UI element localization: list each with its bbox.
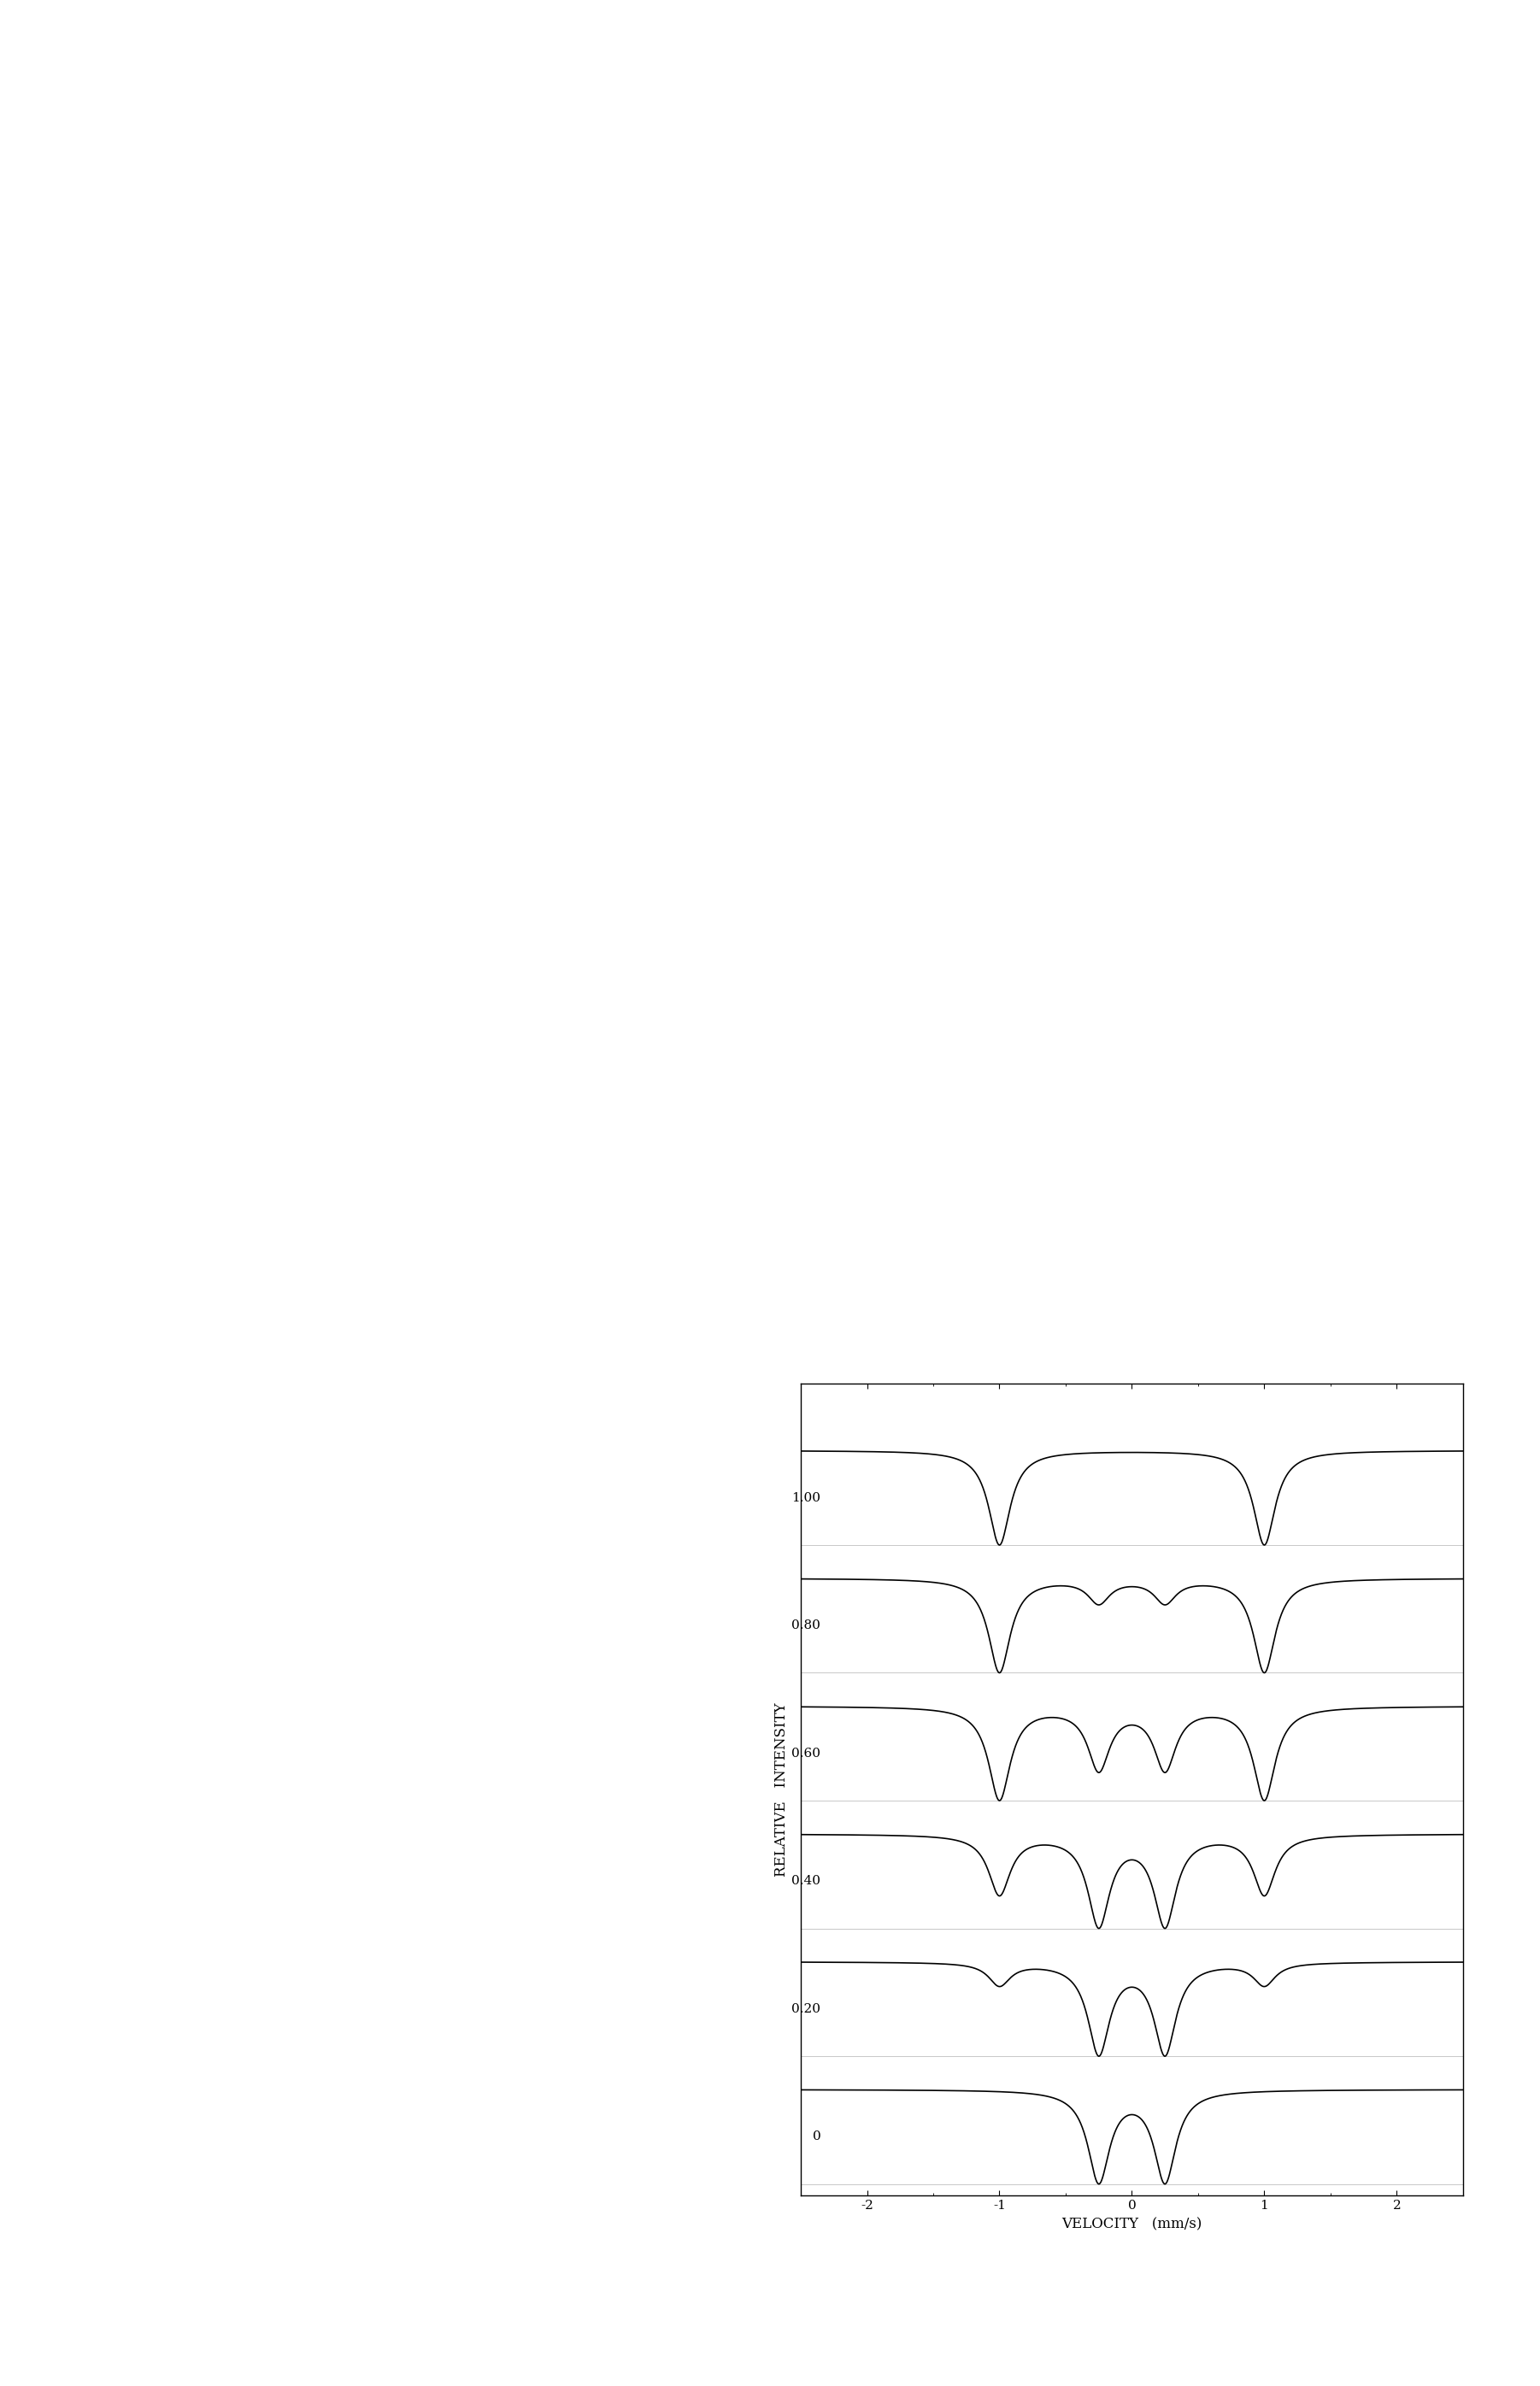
Text: 0: 0 [812,2131,821,2143]
Text: 0.40: 0.40 [792,1875,821,1887]
Text: 0.60: 0.60 [792,1747,821,1758]
Text: 1.00: 1.00 [792,1491,821,1503]
X-axis label: VELOCITY   (mm/s): VELOCITY (mm/s) [1061,2217,1203,2231]
Y-axis label: RELATIVE   INTENSITY: RELATIVE INTENSITY [775,1704,788,1875]
Text: 0.80: 0.80 [792,1620,821,1632]
Text: 0.20: 0.20 [792,2002,821,2014]
